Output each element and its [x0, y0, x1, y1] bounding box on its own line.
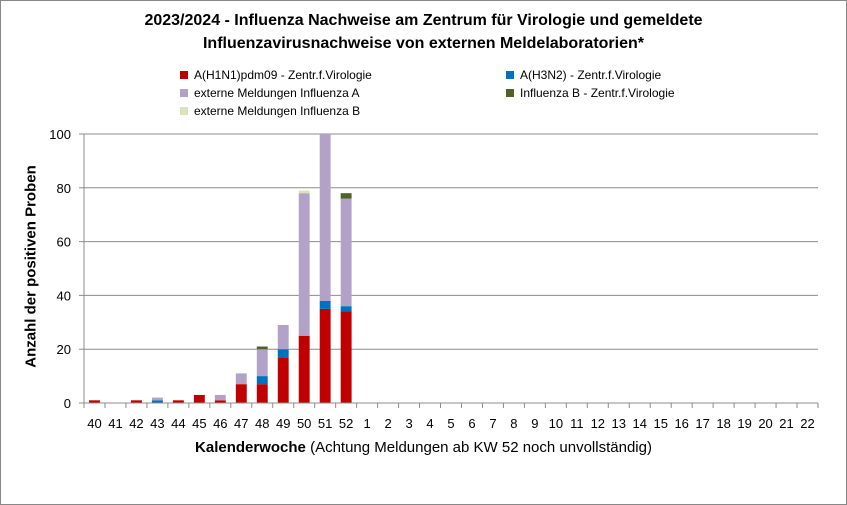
x-tick-label-kw-44: 44	[171, 416, 185, 431]
x-tick-label-kw-15: 15	[653, 416, 667, 431]
bar-series-0-kw-46	[214, 400, 226, 403]
bar-series-2-kw-50	[298, 193, 310, 336]
bar-series-2-kw-48	[256, 349, 268, 377]
bar-series-1-kw-51	[319, 300, 331, 309]
x-tick-label-kw-40: 40	[87, 416, 101, 431]
x-tick-label-kw-51: 51	[318, 416, 332, 431]
x-tick-label-kw-42: 42	[129, 416, 143, 431]
bar-series-0-kw-44	[172, 400, 184, 403]
bar-series-4-kw-50	[298, 190, 310, 194]
x-tick-label-kw-50: 50	[297, 416, 311, 431]
y-tick-label-20: 20	[57, 342, 71, 357]
x-tick-label-kw-43: 43	[150, 416, 164, 431]
x-tick-label-kw-41: 41	[108, 416, 122, 431]
x-tick-label-kw-14: 14	[633, 416, 647, 431]
y-tick-label-80: 80	[57, 181, 71, 196]
x-tick-label-kw-11: 11	[570, 416, 584, 431]
x-tick-label-kw-3: 3	[405, 416, 412, 431]
x-tick-label-kw-48: 48	[255, 416, 269, 431]
x-tick-label-kw-47: 47	[234, 416, 248, 431]
bar-series-0-kw-40	[89, 400, 100, 403]
x-tick-label-kw-2: 2	[384, 416, 391, 431]
x-tick-label-kw-9: 9	[531, 416, 538, 431]
x-tick-label-kw-45: 45	[192, 416, 206, 431]
x-tick-label-kw-16: 16	[674, 416, 688, 431]
x-tick-label-kw-21: 21	[779, 416, 793, 431]
legend-label-h1n1: A(H1N1)pdm09 - Zentr.f.Virologie	[194, 68, 372, 82]
x-axis-label-bold: Kalenderwoche	[195, 439, 306, 456]
x-tick-label-kw-52: 52	[339, 416, 353, 431]
bar-series-0-kw-50	[298, 335, 310, 403]
bar-series-1-kw-43	[151, 400, 163, 403]
x-tick-label-kw-4: 4	[426, 416, 433, 431]
bar-series-2-kw-46	[214, 394, 226, 401]
x-tick-label-kw-46: 46	[213, 416, 227, 431]
bar-series-2-kw-43	[151, 397, 163, 401]
x-tick-label-kw-1: 1	[363, 416, 370, 431]
y-tick-label-100: 100	[49, 127, 71, 142]
legend-label-h3n2: A(H3N2) - Zentr.f.Virologie	[520, 68, 662, 82]
bars-layer	[89, 134, 352, 403]
x-tick-label-kw-13: 13	[612, 416, 626, 431]
legend-swatch-h3n2	[506, 71, 514, 79]
legend-swatch-infl-b	[506, 89, 514, 97]
bar-series-0-kw-42	[130, 400, 142, 403]
legend-label-infl-b: Influenza B - Zentr.f.Virologie	[520, 86, 675, 100]
legend-entry-h3n2: A(H3N2) - Zentr.f.Virologie	[506, 68, 661, 82]
chart-title-line-2: Influenzavirusnachweise von externen Mel…	[202, 35, 644, 52]
bar-series-0-kw-45	[193, 394, 205, 403]
bar-series-0-kw-47	[235, 384, 247, 403]
x-tick-label-kw-17: 17	[695, 416, 709, 431]
y-axis-label: Anzahl der positiven Proben	[22, 165, 40, 368]
x-axis-label-note: (Achtung Meldungen ab KW 52 noch unvolls…	[305, 439, 652, 456]
bar-series-1-kw-48	[256, 376, 268, 385]
bar-series-0-kw-52	[340, 311, 352, 403]
legend-label-ext-b: externe Meldungen Influenza B	[194, 104, 361, 118]
legend-entry-ext-b: externe Meldungen Influenza B	[180, 104, 360, 118]
y-tick-label-0: 0	[64, 396, 71, 411]
bar-series-1-kw-49	[277, 349, 289, 358]
bar-series-1-kw-52	[340, 306, 352, 312]
legend-entry-h1n1: A(H1N1)pdm09 - Zentr.f.Virologie	[180, 68, 372, 82]
x-tick-label-kw-22: 22	[800, 416, 814, 431]
legend-label-ext-a: externe Meldungen Influenza A	[194, 86, 360, 100]
legend-entry-ext-a: externe Meldungen Influenza A	[180, 86, 359, 100]
bar-series-2-kw-49	[277, 324, 289, 350]
bar-series-2-kw-52	[340, 198, 352, 307]
legend-swatch-ext-b	[180, 107, 188, 115]
x-tick-label-kw-19: 19	[737, 416, 751, 431]
bar-series-2-kw-51	[319, 134, 331, 301]
grid-layer	[84, 133, 818, 350]
x-tick-label-kw-7: 7	[489, 416, 496, 431]
bar-series-2-kw-47	[235, 373, 247, 385]
bar-series-0-kw-49	[277, 357, 289, 403]
x-tick-label-kw-8: 8	[510, 416, 517, 431]
x-tick-label-kw-49: 49	[276, 416, 290, 431]
y-tick-label-60: 60	[57, 235, 71, 250]
bar-series-3-kw-52	[340, 193, 352, 199]
x-tick-label-kw-6: 6	[468, 416, 475, 431]
legend-swatch-h1n1	[180, 71, 188, 79]
bar-series-3-kw-48	[256, 346, 268, 350]
bar-series-0-kw-51	[319, 308, 331, 403]
legend-swatch-ext-a	[180, 89, 188, 97]
legend-entry-infl-b: Influenza B - Zentr.f.Virologie	[506, 86, 675, 100]
x-tick-label-kw-10: 10	[549, 416, 563, 431]
x-axis-label: Kalenderwoche (Achtung Meldungen ab KW 5…	[0, 439, 847, 456]
x-tick-label-kw-18: 18	[716, 416, 730, 431]
x-tick-label-kw-12: 12	[591, 416, 605, 431]
x-tick-label-kw-20: 20	[758, 416, 772, 431]
y-tick-label-40: 40	[57, 288, 71, 303]
x-tick-label-kw-5: 5	[447, 416, 454, 431]
chart-title-line-1: 2023/2024 - Influenza Nachweise am Zentr…	[144, 12, 703, 29]
bar-series-0-kw-48	[256, 384, 268, 403]
